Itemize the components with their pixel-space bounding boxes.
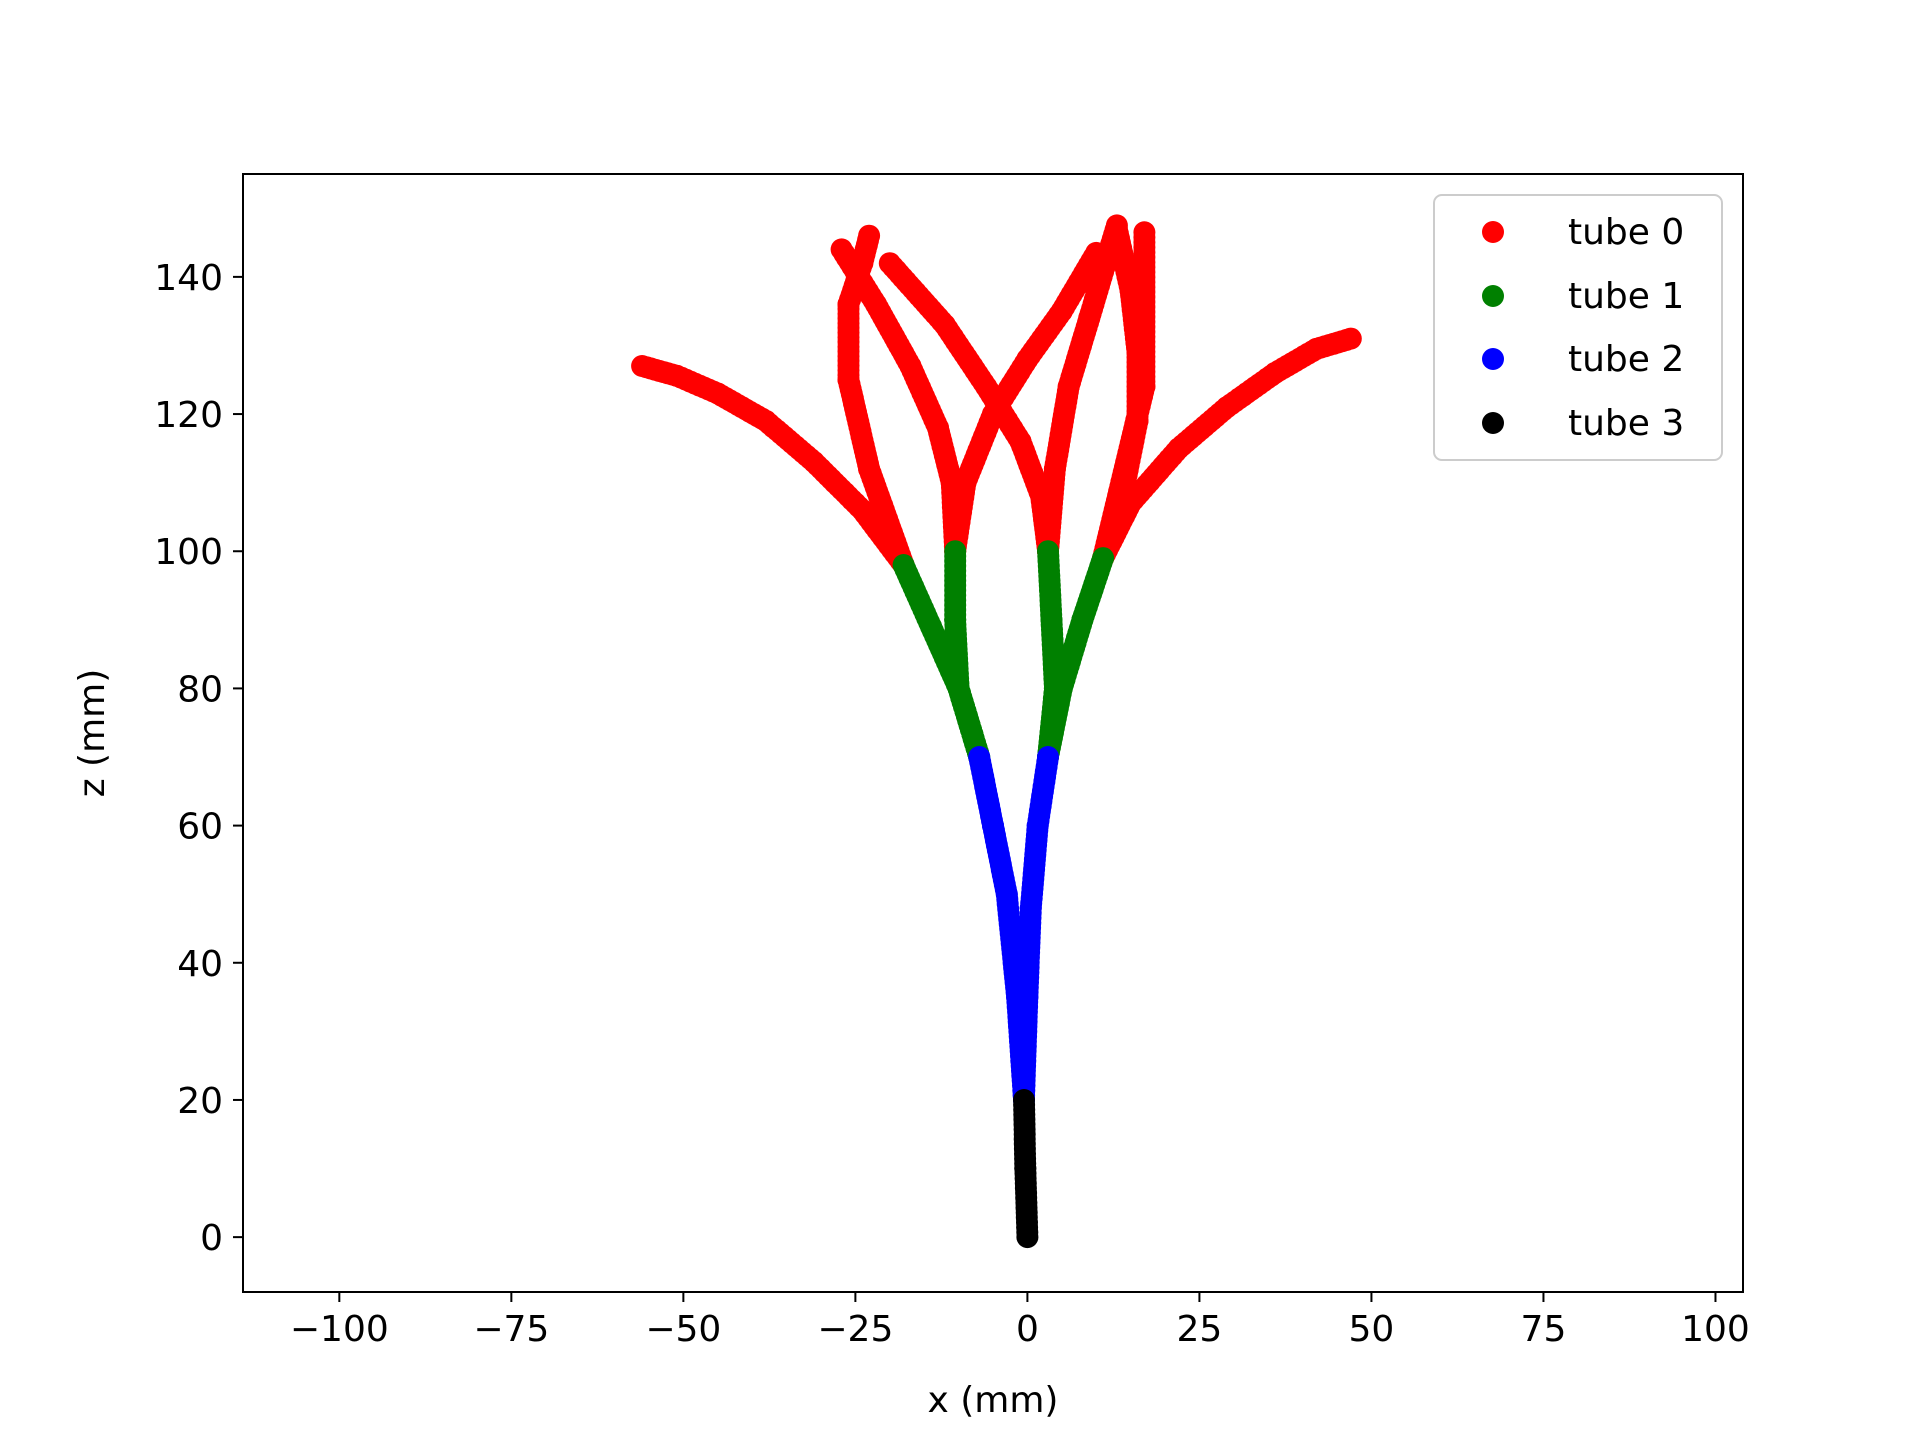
y-axis-label: z (mm) xyxy=(72,669,113,798)
series-tube-1 xyxy=(892,540,1115,768)
scatter-point xyxy=(830,238,853,261)
branch xyxy=(1013,1089,1039,1249)
branch xyxy=(944,540,991,768)
y-tick-label: 40 xyxy=(177,944,223,985)
scatter-point xyxy=(1133,221,1156,244)
y-tick-label: 140 xyxy=(154,258,223,299)
x-tick-label: 75 xyxy=(1521,1309,1567,1350)
scatter-point xyxy=(878,252,901,275)
y-tick-label: 20 xyxy=(177,1081,223,1122)
scatter-point xyxy=(1013,1089,1035,1111)
legend: tube 0 tube 1 tube 2 tube 3 xyxy=(1433,194,1723,461)
series-layer xyxy=(631,214,1362,1249)
scatter-point xyxy=(1037,540,1059,563)
y-tick-label: 100 xyxy=(154,532,223,573)
scatter-point xyxy=(968,746,991,768)
legend-label-tube-0: tube 0 xyxy=(1568,212,1684,253)
x-tick-label: −100 xyxy=(290,1309,389,1350)
x-tick-label: 0 xyxy=(1016,1309,1039,1350)
y-tick-label: 80 xyxy=(177,669,223,710)
branch xyxy=(1092,221,1156,570)
x-tick-label: 25 xyxy=(1177,1309,1223,1350)
scatter-point xyxy=(1037,746,1059,768)
y-tick-label: 120 xyxy=(154,395,223,436)
branch xyxy=(1037,547,1115,768)
legend-box xyxy=(1433,194,1723,461)
scatter-point xyxy=(944,540,967,563)
x-tick-label: −25 xyxy=(817,1309,893,1350)
legend-label-tube-3: tube 3 xyxy=(1568,403,1684,444)
legend-label-tube-2: tube 2 xyxy=(1568,339,1684,380)
branch xyxy=(1092,327,1362,570)
series-tube-3 xyxy=(1013,1089,1039,1249)
x-axis: −100 −75 −50 −25 0 25 50 75 100 xyxy=(290,1292,1750,1350)
scatter-point xyxy=(631,355,654,377)
y-tick-label: 0 xyxy=(200,1218,223,1259)
legend-marker-tube-0 xyxy=(1482,221,1504,243)
series-tube-0 xyxy=(631,214,1362,576)
x-axis-label: x (mm) xyxy=(928,1380,1059,1421)
branch xyxy=(1013,746,1059,1111)
y-tick-label: 60 xyxy=(177,807,223,848)
scatter-point xyxy=(858,224,881,247)
scatter-point xyxy=(892,554,915,576)
legend-marker-tube-1 xyxy=(1482,285,1504,307)
scatter-point xyxy=(1339,327,1362,350)
series-tube-2 xyxy=(968,746,1059,1111)
legend-marker-tube-3 xyxy=(1482,412,1504,434)
y-axis: 0 20 40 60 80 100 120 140 xyxy=(154,258,243,1259)
x-tick-label: −50 xyxy=(645,1309,721,1350)
scatter-point xyxy=(1105,217,1128,240)
x-tick-label: 50 xyxy=(1349,1309,1395,1350)
scatter-point xyxy=(1092,547,1115,570)
x-tick-label: −75 xyxy=(473,1309,549,1350)
plot-frame xyxy=(242,173,1744,1293)
legend-marker-tube-2 xyxy=(1482,348,1504,370)
legend-label-tube-1: tube 1 xyxy=(1568,276,1684,317)
x-tick-label: 100 xyxy=(1681,1309,1750,1350)
